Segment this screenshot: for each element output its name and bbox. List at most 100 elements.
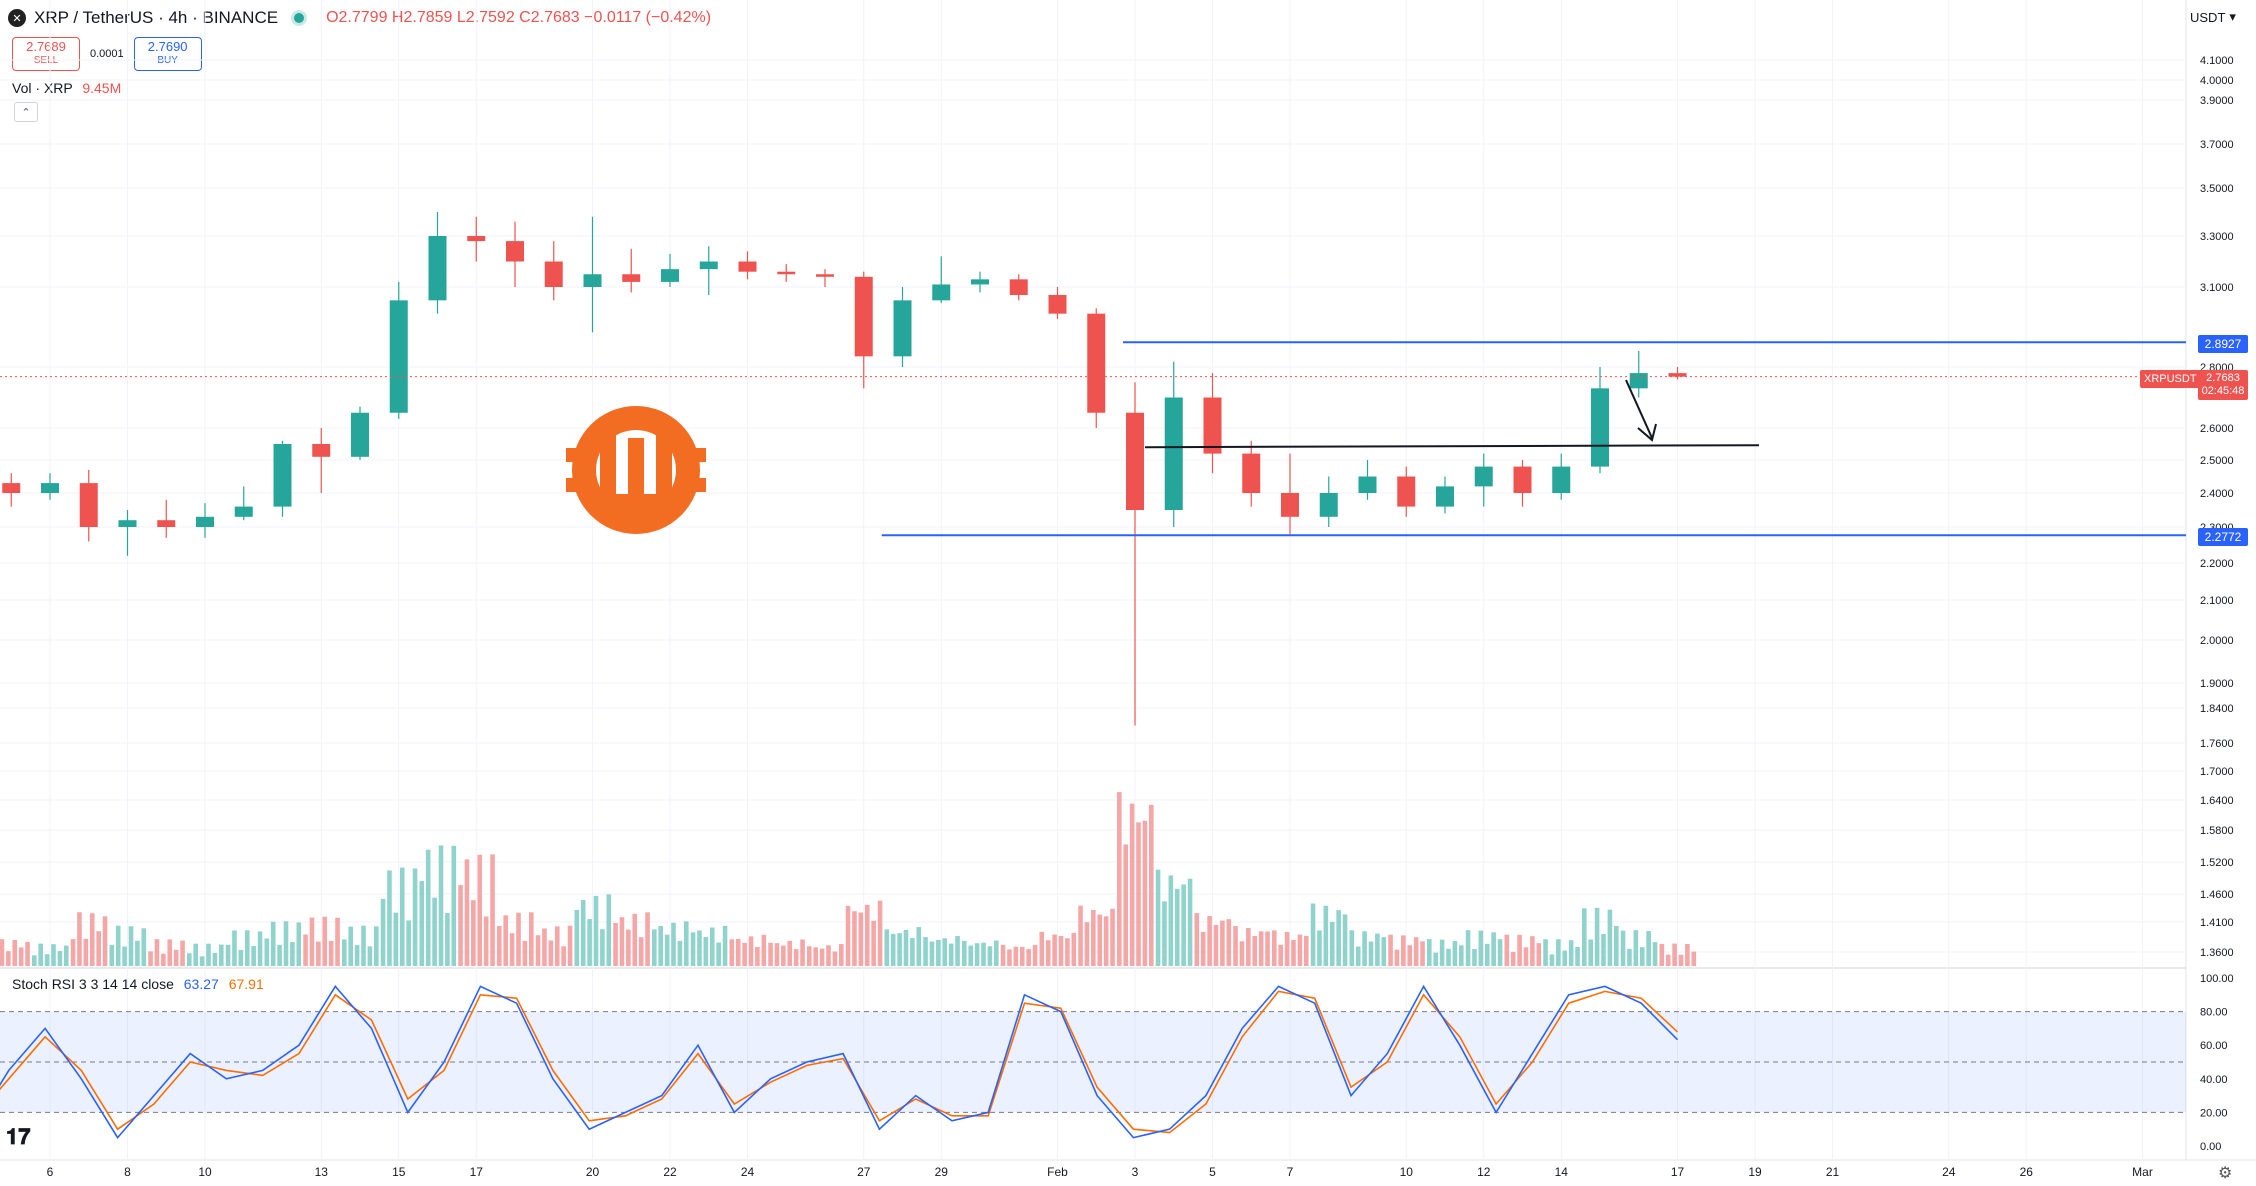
volume-bar: [787, 940, 793, 966]
currency-label: USDT: [2190, 9, 2226, 25]
volume-bar: [328, 940, 334, 966]
tradingview-logo-icon[interactable]: 𝟏𝟕: [6, 1124, 31, 1149]
volume-bar: [458, 885, 463, 966]
volume-bar: [910, 938, 915, 966]
price-tick-label: 1.4600: [2200, 889, 2234, 901]
price-axis[interactable]: 4.1000 4.0000 3.9000 3.7000 3.5000 3.3000 3.10…: [2200, 55, 2234, 959]
volume-bar: [1026, 949, 1031, 966]
volume-bar: [180, 940, 185, 966]
volume-bar: [1349, 930, 1355, 966]
candle-body: [1397, 476, 1416, 507]
volume-bar: [1103, 916, 1109, 966]
volume-bar: [1323, 905, 1329, 966]
price-tick-label: 1.7600: [2200, 738, 2234, 750]
stoch-rsi-d-line: [0, 990, 1679, 1134]
candle-body: [971, 279, 989, 285]
volume-bar: [1032, 945, 1038, 966]
volume-bar: [1497, 939, 1503, 966]
volume-bar: [1646, 931, 1651, 966]
volume-bar: [1536, 943, 1542, 966]
volume-bar: [658, 925, 663, 966]
volume-bar: [722, 925, 728, 966]
ohlc-open: O2.7799: [326, 9, 388, 26]
stoch-rsi-label: Stoch RSI 3 3 14 14 close: [12, 976, 174, 992]
volume-bar: [613, 923, 618, 966]
symbol-header[interactable]: ✕ XRP / TetherUS · 4h · BINANCE O2.7799 …: [8, 8, 711, 28]
price-tick-label: 3.7000: [2200, 139, 2234, 151]
volume-bar: [1420, 941, 1425, 966]
volume-bar: [25, 941, 30, 966]
rsi-tick-label: 60.00: [2200, 1040, 2228, 1052]
currency-selector[interactable]: USDT ▾: [2190, 9, 2236, 25]
volume-bar: [477, 854, 483, 966]
volume-bar: [1652, 942, 1658, 966]
volume-bar: [1200, 931, 1206, 966]
volume-bar: [438, 845, 444, 966]
volume-bar: [264, 938, 270, 966]
time-tick-label: 22: [663, 1165, 677, 1179]
volume-bar: [671, 922, 676, 966]
time-tick-label: 17: [470, 1165, 484, 1179]
collapse-legend-button[interactable]: ⌃: [14, 102, 38, 122]
volume-bar: [877, 900, 883, 966]
gear-icon[interactable]: ⚙: [2218, 1165, 2233, 1182]
volume-value: 9.45M: [82, 80, 122, 96]
volume-bar: [1039, 931, 1045, 966]
candle-body: [1203, 397, 1222, 454]
volume-bar: [1407, 945, 1413, 966]
volume-bar: [380, 898, 386, 966]
stoch-rsi-k-line: [0, 984, 1679, 1139]
volume-bar: [1233, 926, 1238, 966]
volume-bar: [968, 945, 973, 966]
candle-body: [1629, 373, 1648, 389]
chevron-up-icon: ⌃: [21, 106, 31, 119]
volume-bar: [1523, 947, 1529, 966]
volume-bar: [1329, 921, 1335, 966]
time-tick-label: 24: [741, 1165, 755, 1179]
volume-bar: [296, 922, 302, 966]
volume-bar: [393, 912, 399, 966]
volume-bar: [1582, 908, 1587, 966]
stoch-rsi-legend[interactable]: Stoch RSI 3 3 14 14 close 63.27 67.91: [12, 976, 264, 992]
volume-bar: [257, 931, 263, 966]
volume-bar: [451, 845, 457, 966]
volume-bar: [483, 916, 489, 966]
volume-bar: [897, 933, 902, 966]
volume-bar: [554, 926, 560, 966]
grid: [0, 0, 2256, 1161]
candle-body: [816, 274, 834, 277]
volume-bar: [1484, 943, 1490, 966]
ohlc-change: −0.0117 (−0.42%): [584, 9, 712, 26]
time-tick-label: Mar: [2132, 1165, 2153, 1179]
symbol-title[interactable]: XRP / TetherUS · 4h · BINANCE: [34, 8, 279, 27]
volume-bar: [1659, 944, 1665, 966]
volume-bar: [1007, 949, 1012, 966]
chevron-down-icon: ▾: [2229, 9, 2236, 24]
volume-bar: [1575, 946, 1580, 966]
volume-bar: [652, 929, 657, 966]
price-tick-label: 2.4000: [2200, 488, 2234, 500]
time-axis[interactable]: 6 8 10 13 15 17 20 22 24 27 29 Feb 3 5 7 10 12 14 17 19 21 24…: [47, 1165, 2153, 1179]
candle-body: [854, 276, 873, 357]
price-tick-label: 1.9000: [2200, 678, 2234, 690]
volume-bar: [529, 912, 534, 966]
price-tick-label: 2.0000: [2200, 635, 2234, 647]
volume-bar: [497, 926, 502, 966]
volume-bar: [1168, 875, 1174, 966]
volume-bar: [348, 926, 353, 966]
candle-body: [1474, 466, 1493, 487]
volume-bar: [212, 953, 218, 966]
drawn-arrow[interactable]: [1625, 379, 1657, 442]
volume-bar: [1633, 930, 1639, 966]
volume-legend[interactable]: Vol · XRP 9.45M: [12, 80, 121, 96]
volume-bar: [1278, 944, 1283, 966]
volume-bar: [864, 904, 870, 966]
volume-bar: [1342, 914, 1348, 966]
volume-bar: [70, 939, 76, 966]
price-tick-label: 3.1000: [2200, 282, 2234, 294]
time-tick-label: 26: [2020, 1165, 2034, 1179]
volume-bar: [244, 930, 250, 966]
volume-label: Vol · XRP: [12, 80, 73, 96]
